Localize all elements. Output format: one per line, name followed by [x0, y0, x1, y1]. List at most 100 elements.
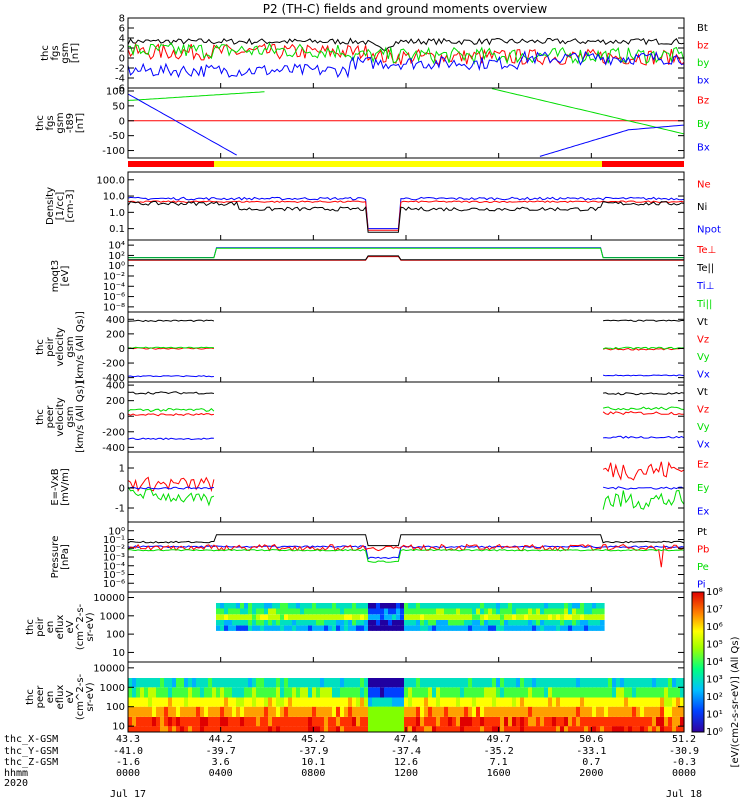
spectrogram-cell [536, 697, 541, 707]
spectrogram-cell [336, 619, 341, 626]
spectrogram-cell [656, 706, 661, 717]
legend-Vy: Vy [697, 422, 710, 433]
y-tick-label: 10⁰ [108, 526, 125, 537]
spectrogram-cell [192, 697, 197, 707]
spectrogram-cell [256, 697, 261, 707]
spectrogram-cell [552, 614, 557, 620]
spectrogram-cell [548, 687, 553, 698]
legend-Vy: Vy [697, 352, 710, 363]
spectrogram-cell [656, 716, 661, 727]
spectrogram-cell [484, 625, 489, 631]
spectrogram-cell [396, 603, 401, 609]
spectrogram-cell [564, 697, 569, 707]
legend-Ni: Ni [697, 202, 707, 213]
spectrogram-cell [336, 608, 341, 615]
spectrogram-cell [616, 726, 621, 732]
spectrogram-cell [368, 608, 373, 615]
spectrogram-cell [380, 619, 385, 626]
spectrogram-cell [300, 678, 305, 688]
legend-Pt: Pt [697, 527, 707, 538]
spectrogram-cell [572, 603, 577, 609]
spectrogram-cell [500, 678, 505, 688]
spectrogram-cell [132, 716, 137, 727]
spectrogram-cell [360, 716, 365, 727]
spectrogram-cell [180, 706, 185, 717]
spectrogram-cell [232, 603, 237, 609]
spectrogram-cell [620, 697, 625, 707]
spectrogram-cell [444, 687, 449, 698]
spectrogram-cell [224, 619, 229, 626]
series-vx2 [603, 435, 685, 439]
spectrogram-cell [196, 726, 201, 732]
spectrogram-cell [660, 706, 665, 717]
spectrogram-cell [328, 603, 333, 609]
spectrogram-cell [444, 619, 449, 626]
spectrogram-cell [372, 619, 377, 626]
spectrogram-cell [324, 706, 329, 717]
spectrogram-cell [336, 678, 341, 688]
spectrogram-cell [404, 619, 409, 626]
spectrogram-cell [596, 603, 601, 609]
spectrogram-cell [332, 678, 337, 688]
spectrogram-cell [568, 619, 573, 626]
spectrogram-cell [672, 706, 677, 717]
spectrogram-cell [484, 716, 489, 727]
y-tick-label: 6 [119, 24, 125, 35]
y-axis-label: Pressure[nPa] [50, 536, 71, 579]
spectrogram-cell [504, 603, 509, 609]
spectrogram-cell [244, 716, 249, 727]
spectrogram-cell [624, 687, 629, 698]
spectrogram-cell [288, 614, 293, 620]
spectrogram-cell [440, 619, 445, 626]
spectrogram-cell [552, 697, 557, 707]
spectrogram-cell [292, 697, 297, 707]
spectrogram-cell [488, 625, 493, 631]
spectrogram-cell [304, 614, 309, 620]
legend-Ti||: Ti|| [696, 299, 712, 310]
spectrogram-cell [200, 706, 205, 717]
spectrogram-cell [496, 614, 501, 620]
spectrogram-cell [488, 619, 493, 626]
spectrogram-cell [392, 678, 397, 688]
spectrogram-cell [216, 706, 221, 717]
spectrogram-cell [292, 716, 297, 727]
y-tick-label: 200 [106, 396, 125, 407]
spectrogram-cell [420, 726, 425, 732]
spectrogram-cell [604, 726, 609, 732]
spectrogram-cell [344, 697, 349, 707]
spectrogram-cell [272, 697, 277, 707]
spectrogram-cell [548, 697, 553, 707]
spectrogram-cell [136, 678, 141, 688]
spectrogram-cell [368, 614, 373, 620]
spectrogram-cell [608, 687, 613, 698]
spectrogram-cell [516, 608, 521, 615]
spectrogram-cell [276, 726, 281, 732]
spectrogram-cell [128, 706, 133, 717]
spectrogram-cell [476, 603, 481, 609]
spectrogram-cell [484, 678, 489, 688]
spectrogram-cell [544, 625, 549, 631]
spectrogram-cell [408, 603, 413, 609]
spectrogram-cell [512, 726, 517, 732]
spectrogram-cell [396, 614, 401, 620]
spectrogram-cell [212, 716, 217, 727]
spectrogram-cell [500, 726, 505, 732]
spectrogram-cell [324, 697, 329, 707]
y-axis-label: moqt3[eV] [50, 260, 71, 293]
spectrogram-cell [392, 625, 397, 631]
footer-value: 0000 [672, 768, 696, 779]
spectrogram-cell [468, 608, 473, 615]
spectrogram-cell [168, 678, 173, 688]
spectrogram-cell [440, 726, 445, 732]
spectrogram-cell [584, 608, 589, 615]
spectrogram-cell [528, 716, 533, 727]
spectrogram-cell [216, 608, 221, 615]
spectrogram-cell [648, 706, 653, 717]
colorbar-tick-label: 10⁴ [706, 657, 723, 668]
spectrogram-cell [180, 697, 185, 707]
spectrogram-cell [260, 608, 265, 615]
spectrogram-cell [348, 603, 353, 609]
spectrogram-cell [236, 603, 241, 609]
spectrogram-cell [272, 625, 277, 631]
spectrogram-cell [312, 716, 317, 727]
